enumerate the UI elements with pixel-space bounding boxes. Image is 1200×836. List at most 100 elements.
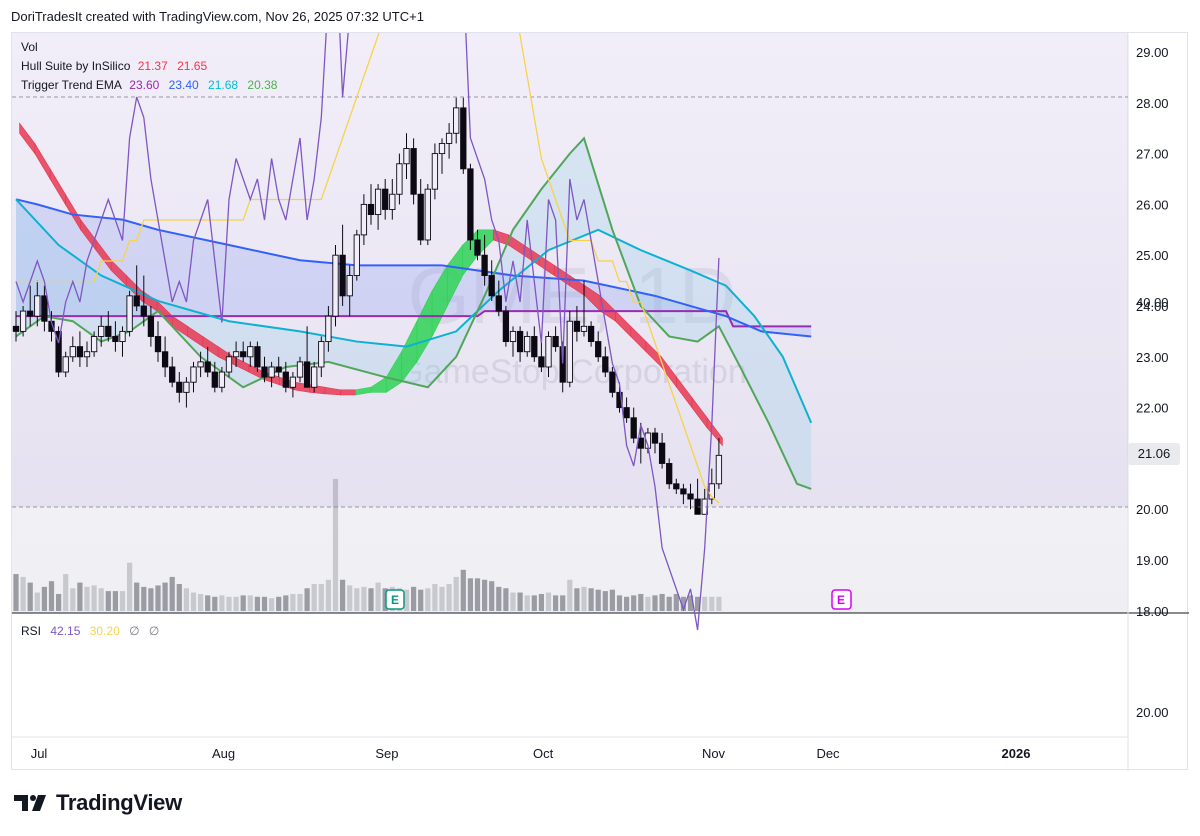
candle-body [218, 371, 226, 388]
volume-bar [695, 596, 701, 611]
volume-bar [482, 579, 488, 611]
volume-bar [325, 579, 331, 611]
volume-bar [297, 593, 303, 611]
volume-bar [112, 591, 118, 611]
candle-body [438, 142, 446, 155]
volume-bar [545, 592, 552, 611]
volume-bar [233, 596, 239, 611]
candle-body [666, 463, 673, 485]
volume-bar [638, 593, 644, 611]
volume-bar [567, 579, 573, 611]
candle-body [69, 346, 76, 358]
rsi-line [15, 0, 720, 631]
candle-body [119, 330, 126, 343]
candle-body [183, 381, 190, 393]
candle-body [147, 315, 155, 337]
candle-body [360, 203, 368, 236]
earnings-marker-past[interactable]: E [385, 589, 405, 610]
volume-bar [198, 593, 204, 611]
time-tick-label: Aug [212, 746, 235, 761]
volume-bar [432, 584, 438, 611]
volume-bar [127, 562, 133, 611]
volume-bar [56, 593, 62, 611]
price-tick-label: 26.00 [1136, 197, 1169, 212]
candle-body [708, 483, 715, 500]
candle-body [531, 336, 538, 358]
candle-body [516, 330, 524, 353]
volume-bar [517, 592, 523, 611]
volume-bar [155, 585, 161, 611]
volume-bar [283, 595, 289, 611]
price-tick-label: 22.00 [1136, 401, 1169, 416]
price-tick-label: 27.00 [1136, 147, 1169, 162]
candle-body [460, 107, 467, 170]
volume-bar [418, 589, 424, 611]
volume-bar [616, 595, 623, 611]
volume-bar [453, 576, 459, 611]
candle-body [630, 417, 637, 439]
volume-bar [595, 589, 601, 611]
tradingview-logo[interactable]: TradingView [14, 790, 182, 816]
volume-bar [63, 574, 69, 611]
candle-body [140, 305, 147, 317]
candle-body [211, 371, 218, 388]
candle-body [538, 356, 545, 368]
volume-bar [574, 588, 580, 611]
candle-body [580, 325, 588, 332]
candle-body [204, 361, 211, 373]
earnings-marker-upcoming[interactable]: E [831, 589, 852, 610]
volume-bar [20, 576, 26, 611]
volume-bar [510, 592, 516, 611]
rsi-legend: RSI 42.15 30.20 ∅ ∅ [21, 624, 160, 638]
candles [12, 97, 723, 515]
indicator-legend: Vol Hull Suite by InSilico 21.37 21.65 T… [21, 38, 283, 95]
volume-bar [411, 586, 417, 611]
volume-bar [190, 592, 197, 611]
volume-bar [176, 584, 182, 611]
volume-bar [105, 591, 111, 611]
candle-body [481, 254, 488, 276]
volume-bar [119, 591, 126, 611]
candle-body [289, 376, 297, 388]
candle-body [474, 239, 481, 256]
candle-body [396, 163, 403, 195]
chart-frame[interactable]: GME, 1D GameStop Corporation 18.00 19.00 2… [11, 0, 1189, 771]
legend-vol: Vol [21, 40, 38, 54]
candle-body [680, 488, 687, 495]
candle-body [715, 454, 723, 485]
volume-bar [716, 596, 722, 611]
candle-body [55, 330, 62, 373]
candle-body [12, 325, 20, 332]
chart-svg[interactable]: GME, 1D GameStop Corporation 18.0019.002… [12, 0, 1189, 771]
rsi-pane [12, 0, 1128, 631]
volume-bar [446, 584, 452, 611]
time-tick-label: 2026 [1002, 746, 1031, 761]
rsi-tick-label: 40.00 [1136, 295, 1169, 310]
volume-bar [311, 584, 317, 611]
candle-body [311, 366, 318, 388]
candle-body [332, 254, 339, 317]
volume-bar [496, 586, 502, 611]
volume-bar [290, 593, 296, 611]
volume-bar [524, 595, 530, 611]
candle-body [616, 391, 623, 409]
candle-body [410, 148, 417, 195]
price-tick-label: 23.00 [1136, 350, 1169, 365]
volume-bar [169, 576, 175, 611]
time-tick-label: Jul [31, 746, 48, 761]
ema-cloud-blue [16, 199, 812, 337]
price-tick-label: 24.00 [1136, 299, 1169, 314]
ema-cloud-cyan [16, 138, 812, 489]
candle-body [105, 325, 112, 337]
candle-body [445, 132, 453, 144]
candle-body [545, 336, 552, 368]
volume-bar [34, 592, 40, 611]
candle-body [83, 351, 91, 358]
volume-bar [98, 588, 104, 611]
candle-body [261, 366, 268, 378]
time-tick-label: Dec [816, 746, 840, 761]
candle-body [502, 310, 510, 343]
candle-body [651, 432, 659, 444]
candle-body [133, 295, 140, 307]
time-tick-label: Nov [702, 746, 726, 761]
